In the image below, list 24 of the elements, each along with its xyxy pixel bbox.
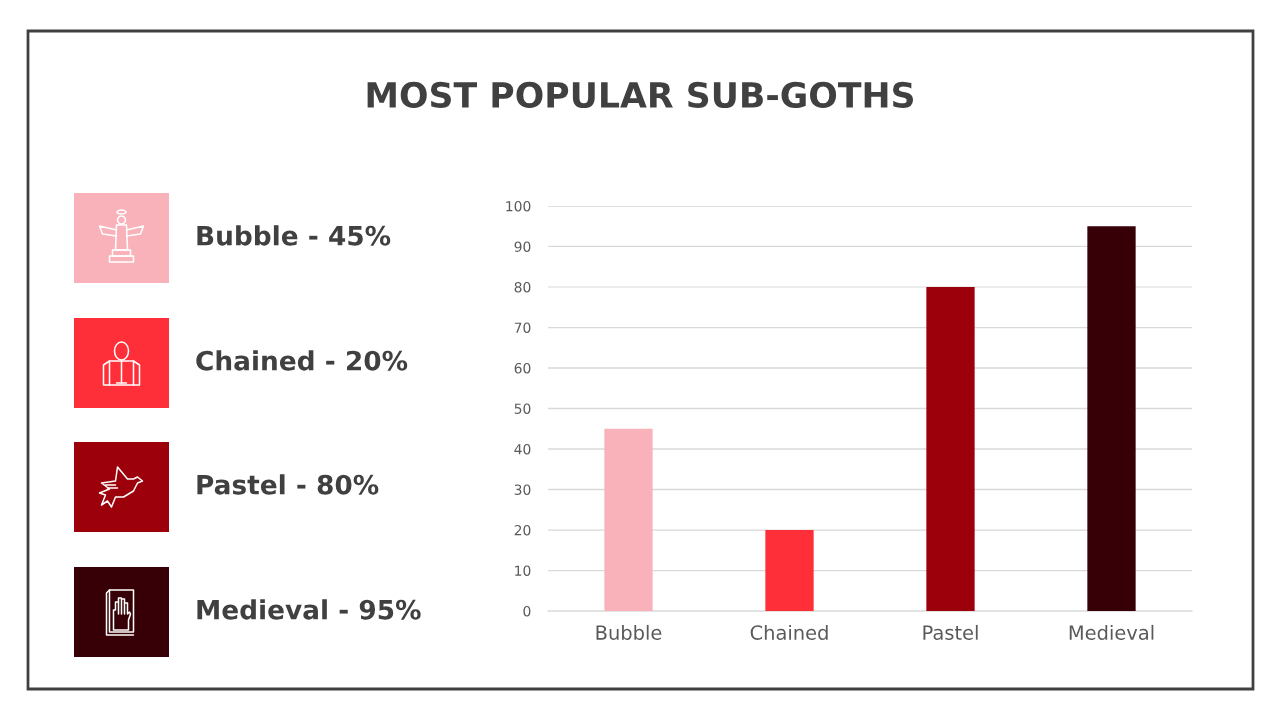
- x-tick-label: Chained: [750, 624, 828, 640]
- y-tick-label: 60: [514, 362, 531, 374]
- text: Medieval - 95%: [197, 599, 421, 620]
- x-tick-label: Medieval: [1069, 624, 1154, 640]
- bar: [604, 428, 653, 611]
- text: MOST POPULAR SUB-GOTHS: [367, 81, 914, 109]
- text: Bubble - 45%: [197, 225, 391, 246]
- x-tick-label: Bubble: [596, 624, 662, 640]
- text: Chained - 20%: [196, 350, 408, 371]
- text: Pastel - 80%: [197, 474, 379, 495]
- y-tick-label: 20: [514, 524, 531, 536]
- x-tick-label: Pastel: [923, 624, 978, 640]
- y-tick-label: 0: [523, 605, 531, 617]
- y-tick-label: 50: [514, 403, 531, 414]
- y-tick-label: 90: [514, 241, 531, 252]
- y-tick-label: 80: [514, 281, 531, 293]
- y-tick-label: 70: [514, 322, 531, 333]
- y-tick-label: 100: [506, 200, 531, 212]
- bar: [1087, 226, 1136, 611]
- y-tick-label: 30: [514, 484, 531, 495]
- bar: [765, 530, 814, 611]
- y-tick-label: 10: [515, 565, 531, 576]
- bar: [926, 287, 975, 611]
- y-tick-label: 40: [514, 443, 531, 455]
